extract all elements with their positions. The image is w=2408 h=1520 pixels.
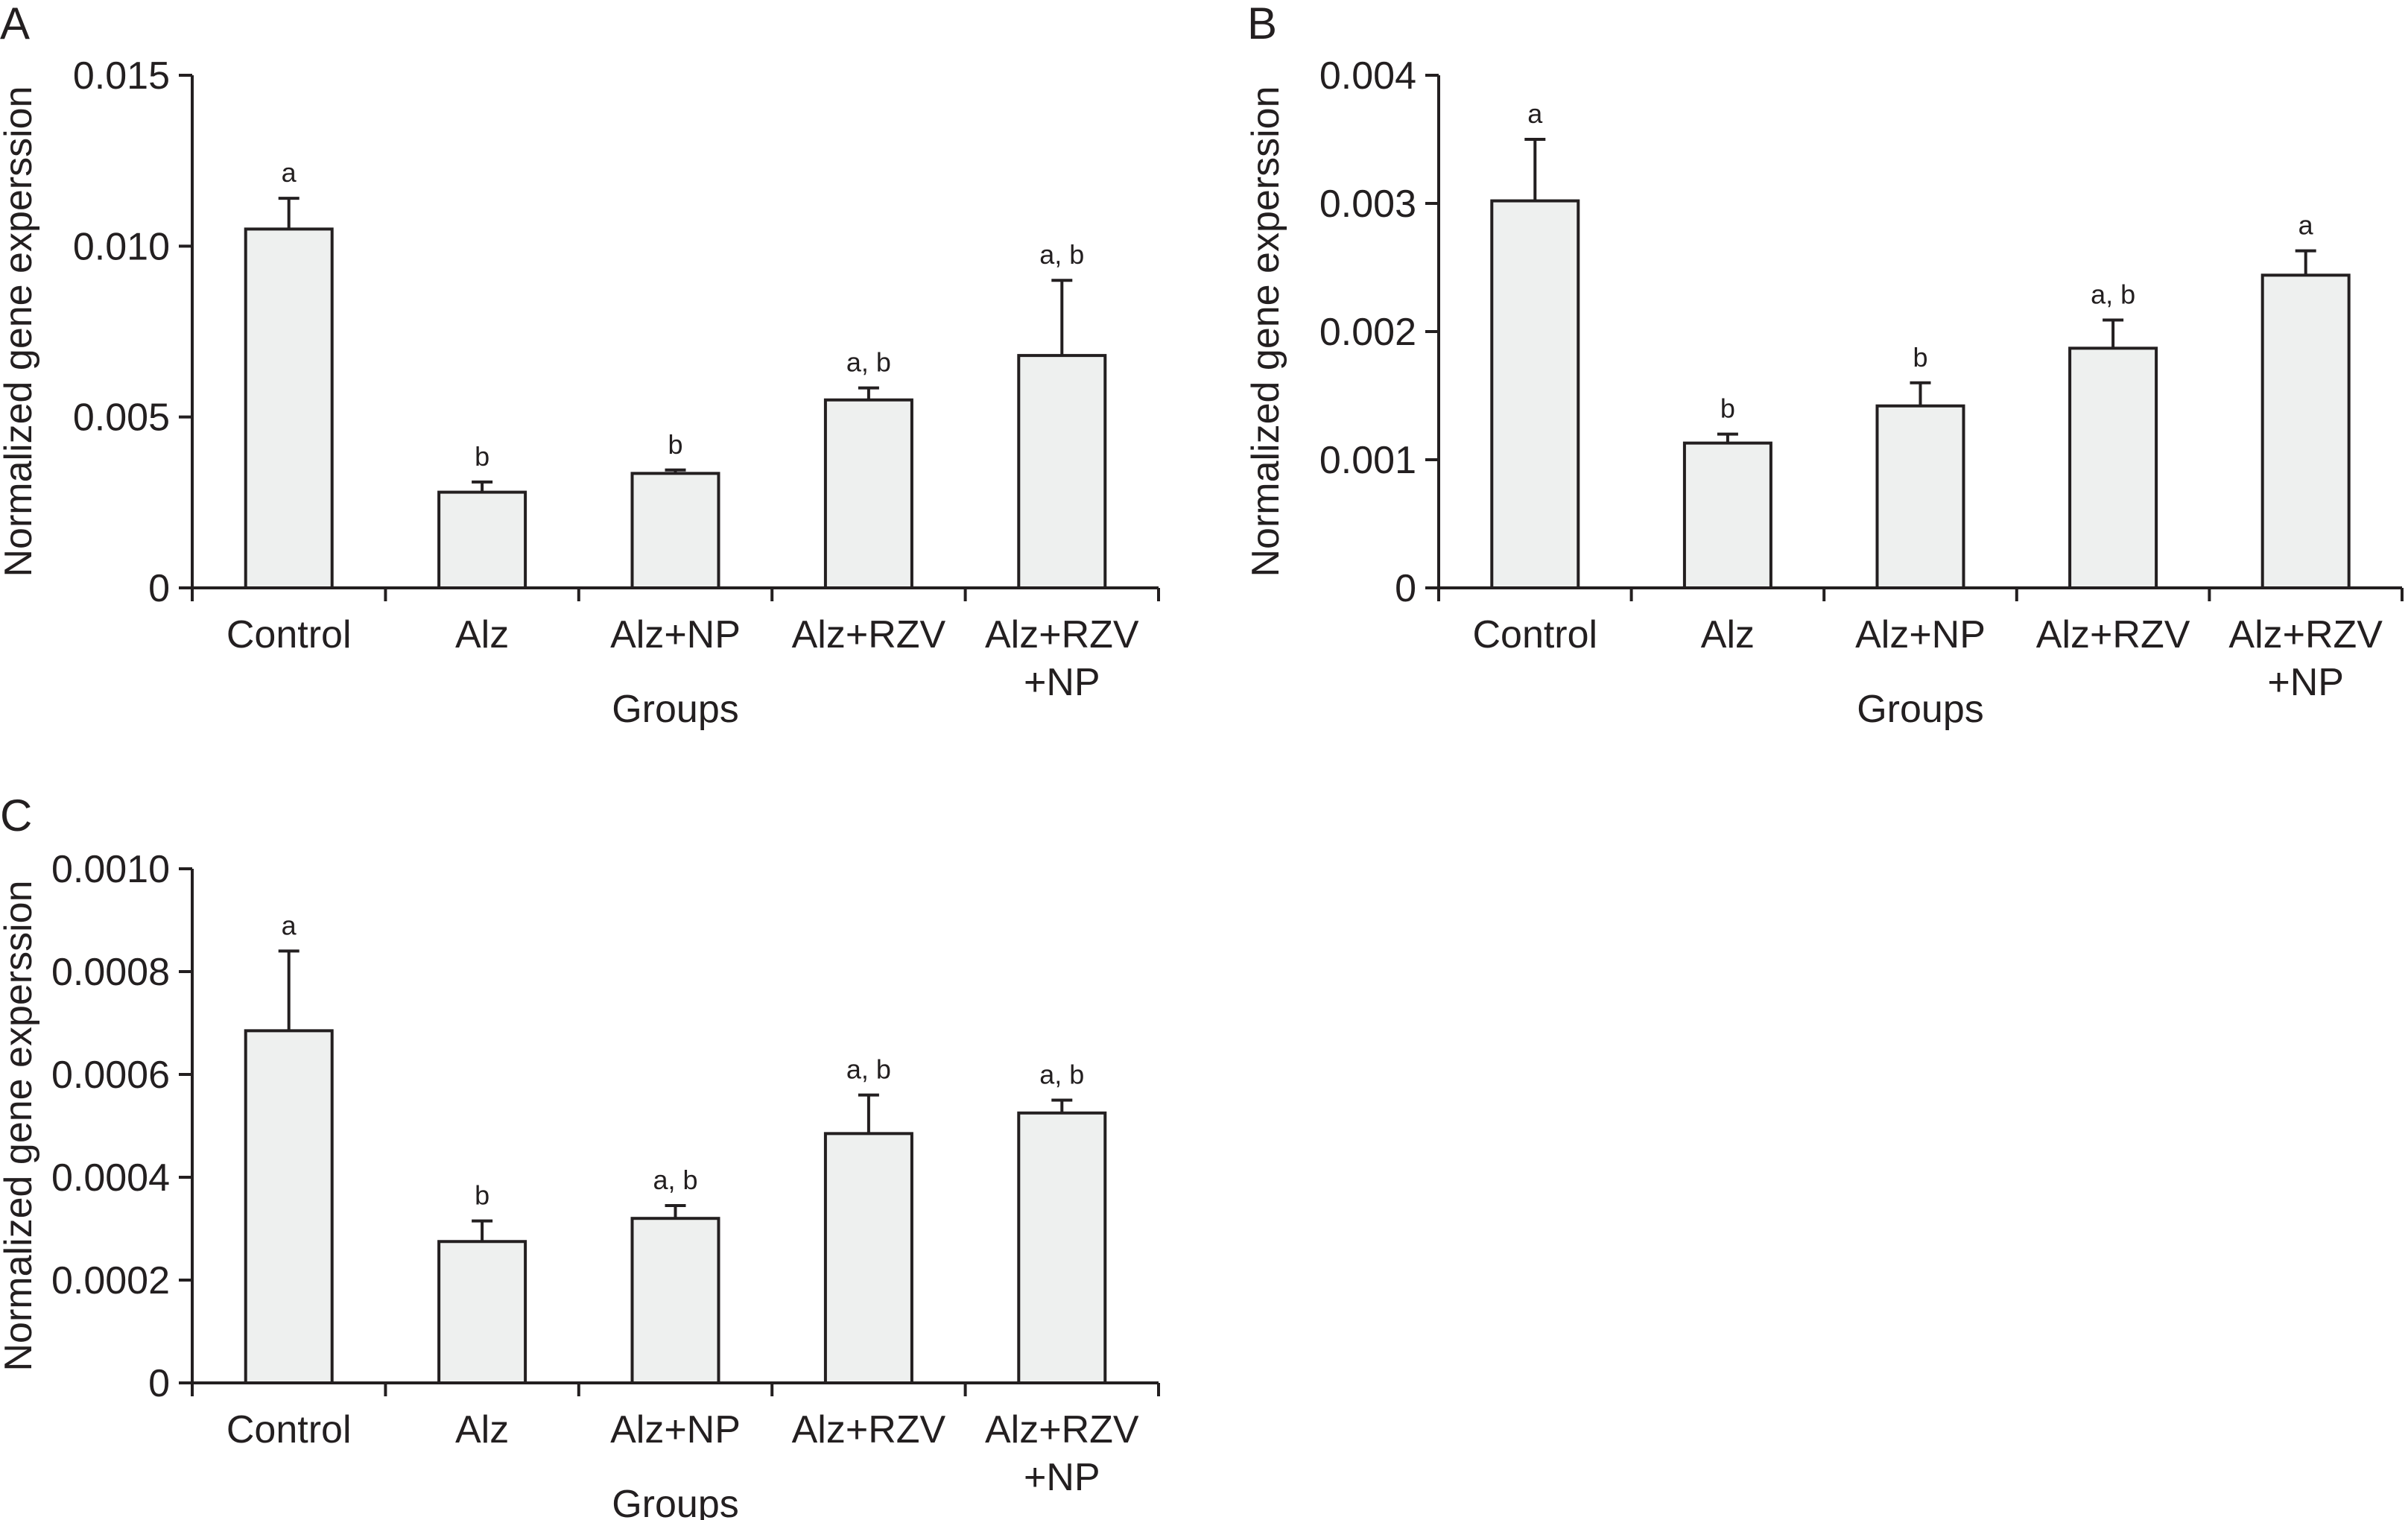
y-tick-label: 0 xyxy=(1395,567,1416,610)
x-category-label: Alz+NP xyxy=(610,1408,741,1451)
panel-letter: B xyxy=(1247,0,1277,48)
x-category-label: +NP xyxy=(1024,661,1100,704)
x-category-label: Alz+RZV xyxy=(792,613,946,656)
x-category-label: +NP xyxy=(2267,661,2344,704)
chart-panel-c: C 0 0.0002 0.0004 0.0006 0.0008 0.0010 a Control… xyxy=(0,791,1160,1520)
bar xyxy=(437,1240,527,1384)
bar xyxy=(1017,1111,1107,1384)
bar xyxy=(823,1132,913,1384)
x-category-label: Control xyxy=(226,1408,352,1451)
bar xyxy=(437,490,527,589)
y-tick-label: 0.0008 xyxy=(51,951,170,994)
x-category-label: Alz+RZV xyxy=(792,1408,946,1451)
bar xyxy=(1490,199,1580,589)
y-tick-label: 0.015 xyxy=(73,54,170,98)
x-category-label: Alz+RZV xyxy=(985,1408,1139,1451)
y-tick-label: 0.0006 xyxy=(51,1054,170,1097)
bar xyxy=(244,1029,334,1384)
y-tick-label: 0.010 xyxy=(73,225,170,268)
bar xyxy=(1682,441,1772,590)
significance-label: a, b xyxy=(1039,239,1084,270)
x-axis-title: Groups xyxy=(612,1483,739,1520)
bar xyxy=(244,227,334,589)
y-axis-title: Normalized gene experssion xyxy=(1244,86,1287,577)
y-tick-label: 0.0010 xyxy=(51,848,170,891)
significance-label: b xyxy=(1913,342,1927,373)
bar xyxy=(630,472,720,590)
y-tick-label: 0.003 xyxy=(1319,183,1416,226)
x-axis-title: Groups xyxy=(1857,688,1984,731)
y-tick-label: 0.004 xyxy=(1319,54,1416,98)
significance-label: a xyxy=(1527,98,1543,129)
x-category-label: Alz+NP xyxy=(1855,613,1986,656)
y-tick-label: 0.0004 xyxy=(51,1156,170,1200)
bar xyxy=(2260,273,2351,589)
significance-label: a, b xyxy=(1039,1060,1084,1090)
significance-label: a, b xyxy=(2091,279,2135,310)
y-tick-label: 0.0002 xyxy=(51,1259,170,1302)
bar xyxy=(2068,346,2158,589)
x-axis-title: Groups xyxy=(612,688,739,731)
bar xyxy=(1017,354,1107,589)
bar xyxy=(823,398,913,589)
x-category-label: Control xyxy=(1472,613,1597,656)
y-axis-title: Normalized gene experssion xyxy=(0,880,40,1371)
x-category-label: +NP xyxy=(1024,1456,1100,1499)
chart-panel-a: A 0 0.005 0.010 0.015 a Control b Alz b Alz+NP a, b… xyxy=(0,0,1160,731)
y-tick-label: 0.002 xyxy=(1319,311,1416,354)
significance-label: a, b xyxy=(653,1165,697,1195)
significance-label: b xyxy=(668,429,682,460)
significance-label: b xyxy=(475,1180,489,1211)
y-tick-label: 0.005 xyxy=(73,396,170,440)
bar xyxy=(1875,404,1965,590)
y-tick-label: 0 xyxy=(148,567,170,610)
chart-panel-b: B 0 0.001 0.002 0.003 0.004 a Control b Alz b Alz+N… xyxy=(1244,0,2404,731)
x-category-label: Alz xyxy=(455,613,509,656)
x-category-label: Alz+NP xyxy=(610,613,741,656)
panel-letter: A xyxy=(0,0,30,48)
x-category-label: Control xyxy=(226,613,352,656)
significance-label: a, b xyxy=(846,1054,891,1085)
x-category-label: Alz xyxy=(455,1408,509,1451)
x-category-label: Alz xyxy=(1701,613,1755,656)
significance-label: a xyxy=(2298,210,2314,241)
significance-label: a xyxy=(282,910,297,940)
significance-label: b xyxy=(1720,393,1735,424)
panel-letter: C xyxy=(0,791,32,840)
x-category-label: Alz+RZV xyxy=(2036,613,2190,656)
significance-label: b xyxy=(475,441,489,472)
x-category-label: Alz+RZV xyxy=(2228,613,2383,656)
y-tick-label: 0.001 xyxy=(1319,439,1416,482)
y-axis-title: Normalized gene experssion xyxy=(0,86,40,577)
x-category-label: Alz+RZV xyxy=(985,613,1139,656)
significance-label: a, b xyxy=(846,347,891,378)
significance-label: a xyxy=(282,157,297,188)
y-tick-label: 0 xyxy=(148,1362,170,1405)
bar xyxy=(630,1217,720,1384)
